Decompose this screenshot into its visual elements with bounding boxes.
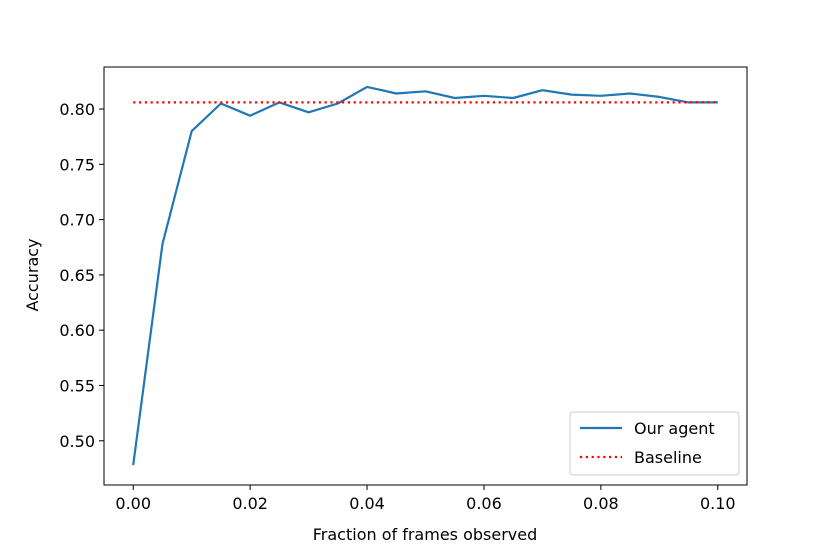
x-tick-label: 0.08 [583, 494, 619, 513]
y-tick-label: 0.75 [59, 155, 95, 174]
legend-label-baseline: Baseline [634, 448, 702, 467]
x-tick-label: 0.00 [115, 494, 151, 513]
x-tick-label: 0.04 [349, 494, 385, 513]
x-tick-label: 0.02 [232, 494, 268, 513]
x-tick-label: 0.10 [700, 494, 736, 513]
y-tick-label: 0.70 [59, 211, 95, 230]
x-axis-label: Fraction of frames observed [313, 525, 538, 544]
y-tick-label: 0.65 [59, 266, 95, 285]
axes: 0.00 0.02 0.04 0.06 0.08 0.10 0.50 0.55 0.60 0.65… [59, 66, 748, 513]
axes-frame [103, 66, 748, 486]
legend: Our agent Baseline [569, 411, 740, 476]
plot-area [132, 85, 718, 466]
y-tick-label: 0.80 [59, 100, 95, 119]
series-line-our-agent [132, 85, 718, 466]
x-tick-label: 0.06 [466, 494, 502, 513]
y-tick-label: 0.50 [59, 432, 95, 451]
y-axis-label: Accuracy [23, 238, 42, 311]
legend-label-our-agent: Our agent [634, 419, 715, 438]
y-tick-label: 0.55 [59, 376, 95, 395]
y-tick-label: 0.60 [59, 321, 95, 340]
